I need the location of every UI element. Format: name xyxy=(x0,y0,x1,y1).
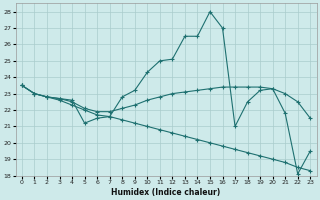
X-axis label: Humidex (Indice chaleur): Humidex (Indice chaleur) xyxy=(111,188,221,197)
